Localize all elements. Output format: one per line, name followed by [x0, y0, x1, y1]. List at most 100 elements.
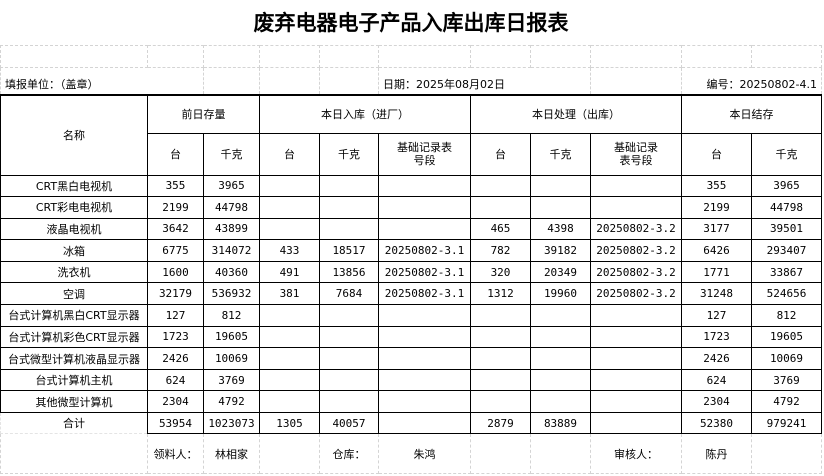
cell-out-units	[470, 347, 531, 370]
table-row: 液晶电视机 3642 43899 465 4398 20250802-3.2 3177 395…	[0, 217, 822, 241]
total-in-record-no	[378, 412, 471, 435]
cell-in-kg: 18517	[319, 239, 379, 262]
cell-out-record-no: 20250802-3.2	[590, 260, 682, 284]
header-unit: 台	[147, 132, 204, 176]
date-label: 日期：	[383, 78, 416, 91]
cell-in-kg	[319, 304, 379, 327]
cell-prev-kg: 10069	[203, 347, 260, 370]
cell-prev-units: 3642	[147, 217, 204, 241]
table-row: CRT黑白电视机 355 3965 355 3965	[0, 174, 822, 198]
header-unit: 台	[681, 132, 752, 176]
total-name: 合计	[0, 412, 148, 435]
cell-out-kg	[530, 174, 591, 198]
cell-in-record-no	[378, 304, 471, 327]
cell-out-kg	[530, 304, 591, 327]
cell-in-record-no	[378, 368, 471, 392]
cell-in-units	[259, 390, 320, 414]
cell-out-units: 1312	[470, 282, 531, 306]
cell-balance-units: 2199	[681, 196, 752, 219]
total-prev-units: 53954	[147, 412, 204, 435]
cell-prev-units: 6775	[147, 239, 204, 262]
cell-in-record-no	[378, 325, 471, 349]
cell-balance-units: 3177	[681, 217, 752, 241]
cell-out-record-no: 20250802-3.2	[590, 217, 682, 241]
cell-balance-units: 127	[681, 304, 752, 327]
report-number: 编号：20250802-4.1	[681, 66, 822, 96]
cell-balance-kg: 524656	[751, 282, 822, 306]
footer-reviewer-label: 审核人：	[590, 433, 682, 475]
header-today-out: 本日处理（出库）	[470, 94, 682, 134]
cell-balance-kg: 812	[751, 304, 822, 327]
empty-cell	[0, 433, 148, 475]
table-row: 洗衣机 1600 40360 491 13856 20250802-3.1 320 20349…	[0, 260, 822, 284]
cell-in-kg: 13856	[319, 260, 379, 284]
footer-warehouse: 朱鸿	[378, 433, 471, 475]
table-row: 台式计算机主机 624 3769 624 3769	[0, 368, 822, 392]
cell-in-record-no	[378, 390, 471, 414]
cell-in-record-no: 20250802-3.1	[378, 239, 471, 262]
header-today-balance: 本日结存	[681, 94, 822, 134]
cell-balance-units: 1771	[681, 260, 752, 284]
cell-in-kg	[319, 325, 379, 349]
cell-in-kg	[319, 347, 379, 370]
total-balance-units: 52380	[681, 412, 752, 435]
table-row: CRT彩电电视机 2199 44798 2199 44798	[0, 196, 822, 219]
cell-in-record-no: 20250802-3.1	[378, 260, 471, 284]
cell-balance-kg: 293407	[751, 239, 822, 262]
report-date: 日期：2025年08月02日	[378, 66, 591, 96]
cell-prev-kg: 812	[203, 304, 260, 327]
empty-cell	[259, 433, 320, 475]
cell-in-units	[259, 304, 320, 327]
header-unit: 台	[470, 132, 531, 176]
cell-in-record-no	[378, 174, 471, 198]
cell-balance-kg: 3965	[751, 174, 822, 198]
header-unit: 台	[259, 132, 320, 176]
cell-name: CRT彩电电视机	[0, 196, 148, 219]
cell-in-units: 381	[259, 282, 320, 306]
cell-in-kg	[319, 390, 379, 414]
cell-out-units	[470, 368, 531, 392]
cell-out-kg: 39182	[530, 239, 591, 262]
cell-out-record-no	[590, 304, 682, 327]
cell-prev-kg: 40360	[203, 260, 260, 284]
cell-name: CRT黑白电视机	[0, 174, 148, 198]
empty-cell	[530, 433, 591, 475]
table-row: 空调 32179 536932 381 7684 20250802-3.1 1312 1996…	[0, 282, 822, 306]
cell-out-record-no	[590, 368, 682, 392]
cell-in-units	[259, 174, 320, 198]
cell-out-kg	[530, 368, 591, 392]
cell-out-kg	[530, 325, 591, 349]
cell-out-record-no	[590, 174, 682, 198]
cell-name: 洗衣机	[0, 260, 148, 284]
cell-prev-kg: 3769	[203, 368, 260, 392]
cell-out-units	[470, 304, 531, 327]
cell-out-kg	[530, 347, 591, 370]
header-record-no: 基础记录表号段	[378, 132, 471, 176]
cell-balance-kg: 39501	[751, 217, 822, 241]
empty-cell	[470, 433, 531, 475]
header-kg: 千克	[530, 132, 591, 176]
cell-name: 台式微型计算机液晶显示器	[0, 347, 148, 370]
footer-receiver: 林相家	[203, 433, 260, 475]
cell-balance-kg: 10069	[751, 347, 822, 370]
empty-cell	[751, 433, 822, 475]
cell-prev-units: 2426	[147, 347, 204, 370]
cell-out-units	[470, 174, 531, 198]
table-row: 其他微型计算机 2304 4792 2304 4792	[0, 390, 822, 414]
table-row: 冰箱 6775 314072 433 18517 20250802-3.1 782 39182…	[0, 239, 822, 262]
total-out-kg: 83889	[530, 412, 591, 435]
cell-balance-units: 355	[681, 174, 752, 198]
cell-prev-kg: 4792	[203, 390, 260, 414]
cell-out-units	[470, 325, 531, 349]
header-kg: 千克	[751, 132, 822, 176]
cell-in-record-no	[378, 347, 471, 370]
cell-out-record-no: 20250802-3.2	[590, 282, 682, 306]
cell-balance-kg: 4792	[751, 390, 822, 414]
table-row: 台式计算机黑白CRT显示器 127 812 127 812	[0, 304, 822, 327]
total-in-kg: 40057	[319, 412, 379, 435]
total-balance-kg: 979241	[751, 412, 822, 435]
cell-out-units	[470, 196, 531, 219]
cell-in-units	[259, 217, 320, 241]
header-name: 名称	[0, 94, 148, 176]
cell-balance-units: 2426	[681, 347, 752, 370]
